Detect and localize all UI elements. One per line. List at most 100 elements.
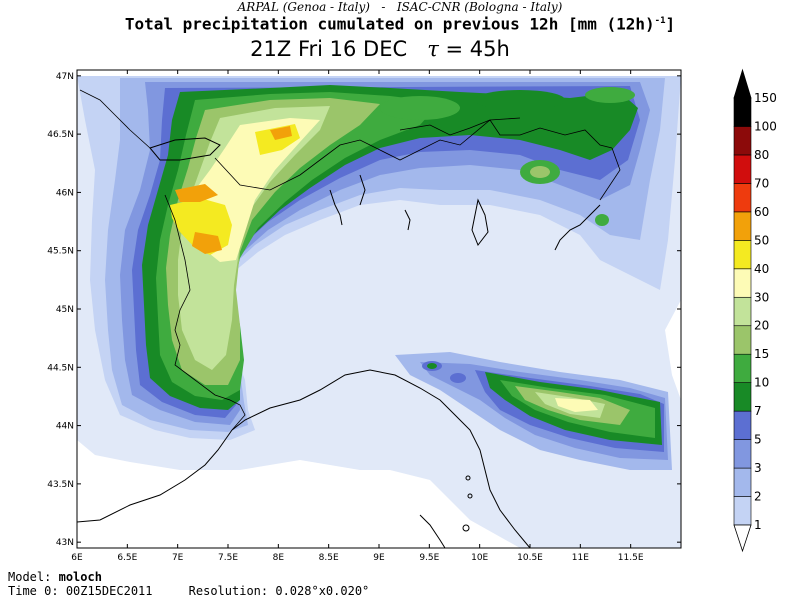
border-it-si [599,147,621,201]
colorbar-label: 40 [754,262,769,276]
ligurian-coast [231,369,531,548]
precip-cell-8 [475,90,565,110]
colorbar-label: 20 [754,319,769,333]
lon-tick-label: 7E [172,553,184,563]
time0-value: 00Z15DEC2011 [65,584,153,598]
colorbar-low-arrow [733,524,752,553]
adriatic-coast [554,204,601,251]
colorbar-box [733,410,752,440]
colorbar-label: 150 [754,91,777,105]
island-elba [462,524,470,532]
lon-axis: 6E 6.5E 7E 7.5E 8E 8.5E 9E 9.5E 10E 10.5E 11E 11.5E [71,70,644,563]
lon-tick-label: 10.5E [517,553,543,563]
valid-time: 21Z Fri 16 DEC [250,37,408,61]
tau-symbol: τ [427,37,439,61]
colorbar-box [733,296,752,327]
colorbar-label: 7 [754,404,762,418]
lon-tick-label: 9E [373,553,385,563]
lat-tick-label: 46.5N [47,130,74,140]
border-it-at [399,119,613,149]
lat-tick-label: 46N [56,188,74,198]
lat-tick-label: 43.5N [47,480,74,490]
french-coast [77,429,233,523]
precip-band-12 [175,126,292,254]
colorbar-label: 100 [754,119,777,133]
colorbar-label: 2 [754,490,762,504]
precip-cell-9 [585,87,635,103]
precip-field [77,76,681,548]
footer-model: Model: moloch [8,570,102,584]
resolution-label: Resolution: [188,584,269,598]
colorbar-box [733,97,752,127]
apennine-band-8 [555,398,598,412]
colorbar-label: 5 [754,433,762,447]
colorbar-label: 60 [754,205,769,219]
lon-tick-label: 6E [71,553,83,563]
colorbar-box [733,183,752,213]
credits-separator: - [381,0,386,14]
colorbar-box [733,439,752,469]
lake-maggiore [329,189,343,226]
lat-tick-label: 45.5N [47,247,74,257]
colorbar-label: 10 [754,376,769,390]
colorbar-label: 50 [754,233,769,247]
precip-cell-2 [450,373,466,383]
lon-tick-label: 9.5E [419,553,439,563]
colorbar-label: 3 [754,461,762,475]
credits-line: ARPAL (Genoa - Italy) - ISAC-CNR (Bologn… [0,0,800,14]
colorbar-label: 80 [754,148,769,162]
lake-como [359,174,366,206]
colorbar-box [733,211,752,241]
lake-geneva [149,137,221,161]
colorbar-box [733,154,752,184]
colorbar-box [733,240,752,270]
lake-garda [471,198,489,247]
title-end: ] [665,14,676,34]
lat-tick-label: 44N [56,422,74,432]
colorbar-label: 30 [754,290,769,304]
lon-tick-label: 10E [471,553,488,563]
geography-lines [77,89,621,548]
colorbar-box [733,126,752,156]
lon-tick-label: 8E [273,553,285,563]
model-value: moloch [58,570,102,584]
credits-left: ARPAL (Genoa - Italy) [237,0,370,14]
lon-tick-label: 11.5E [618,553,644,563]
border-fr-it [164,194,246,431]
colorbar-box [733,353,752,383]
island-capraia [465,475,471,481]
tau-value: = 45h [445,37,510,61]
lon-tick-label: 8.5E [319,553,339,563]
lat-tick-label: 47N [56,72,74,82]
colorbar-box [733,467,752,497]
colorbar-box [733,268,752,298]
lat-tick-label: 43N [56,538,74,548]
model-label: Model: [8,570,52,584]
lon-tick-label: 11E [572,553,589,563]
colorbar: 1 2 3 5 7 10 15 20 30 40 50 60 70 80 100 150 [733,68,777,553]
lake-iseo [404,209,411,231]
precip-cell-3 [427,363,437,369]
lon-tick-label: 7.5E [218,553,238,563]
lon-tick-label: 6.5E [117,553,137,563]
colorbar-box [733,382,752,412]
precip-cell-5 [530,166,550,178]
precip-band-11 [170,124,300,255]
precip-cell-6 [595,214,609,226]
colorbar-label: 70 [754,176,769,190]
time0-label: Time 0: [8,584,59,598]
corsica-tip [419,514,446,548]
credits-right: ISAC-CNR (Bologna - Italy) [396,0,563,14]
title-exponent: -1 [654,16,666,26]
chart-title: Total precipitation cumulated on previou… [0,11,800,34]
lat-tick-label: 44.5N [47,363,74,373]
precip-cell-7 [380,96,460,120]
colorbar-box [733,496,752,526]
border-ch-it [214,117,521,191]
island-gorgona [467,493,473,499]
resolution-value: 0.028°x0.020° [275,584,370,598]
colorbar-label: 1 [754,518,762,532]
title-main: Total precipitation cumulated on previou… [124,14,655,34]
footer-time: Time 0: 00Z15DEC2011 Resolution: 0.028°x… [8,584,369,598]
valid-time-line: 21Z Fri 16 DEC τ = 45h [0,36,760,62]
